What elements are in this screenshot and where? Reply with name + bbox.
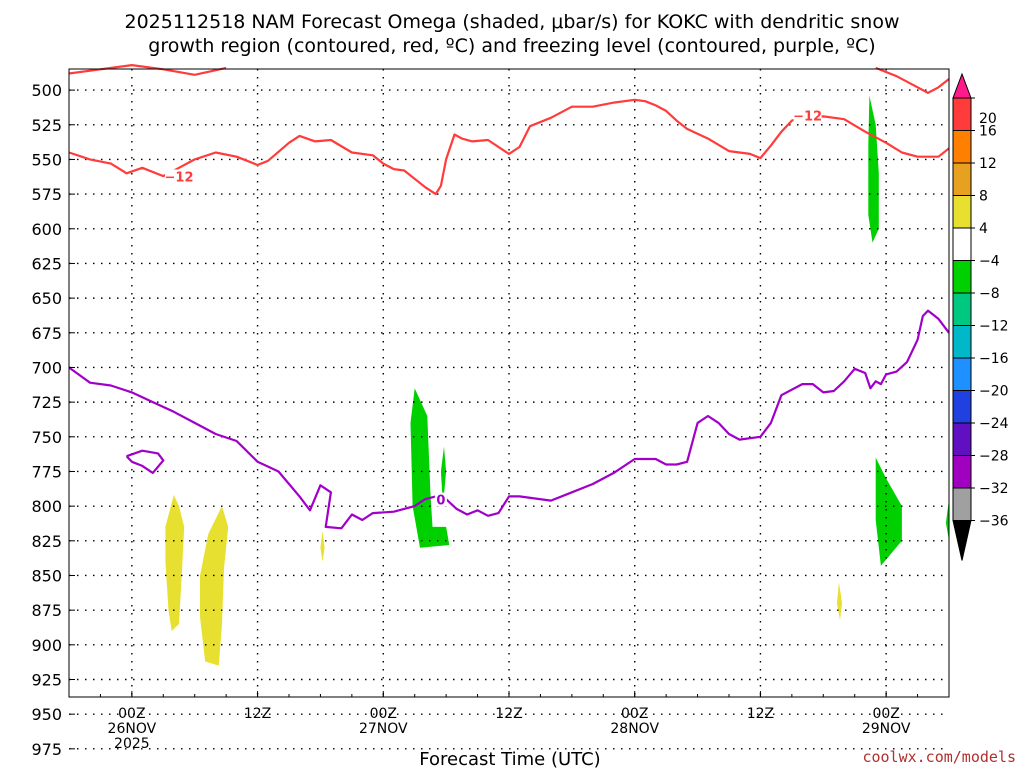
colorbar-bin-5 [952,227,972,261]
x-tick-label-6-1: 29NOV [862,721,911,737]
contour-line-2 [875,66,950,94]
colorbar-label-13: −36 [979,514,1009,530]
omega-region-4 [945,499,949,541]
colorbar-label-4: 4 [979,221,988,237]
contour-label-3: 0 [436,494,445,509]
x-tick-label-0-2: 2025 [114,736,150,752]
y-tick-label-11: 775 [31,462,62,481]
colorbar-bin-3 [952,162,972,196]
omega-region-6 [200,506,229,666]
chart-title-line1: 2025112518 NAM Forecast Omega (shaded, μ… [124,11,899,33]
omega-region-7 [320,531,325,562]
colorbar-label-12: −32 [979,481,1009,497]
colorbar-bin-8 [952,325,972,359]
omega-region-2 [440,446,447,507]
colorbar-label-10: −24 [979,416,1009,432]
omega-region-8 [836,582,843,620]
contour-line-0 [68,98,950,196]
colorbar-label-2: 12 [979,156,997,172]
contour-label-bg-1 [793,108,822,123]
contour-label-bg-0 [165,169,193,184]
y-tick-label-7: 675 [31,324,62,343]
y-tick-label-15: 875 [31,601,62,620]
colorbar-label-6: −8 [979,286,1000,302]
omega-region-5 [165,495,185,631]
y-tick-label-5: 625 [31,254,62,273]
x-axis-label: Forecast Time (UTC) [419,749,600,768]
y-tick-label-1: 525 [31,116,62,135]
y-tick-label-4: 600 [31,220,62,239]
colorbar-label-1: 16 [979,124,997,140]
x-tick-label-0-1: 26NOV [108,721,157,737]
colorbar-label-8: −16 [979,351,1009,367]
colorbar-bin-4 [952,195,972,229]
contour-layer: −12 −12 0 [68,63,950,530]
colorbar-bin-10 [952,390,972,424]
y-tick-label-0: 500 [31,81,62,100]
y-tick-label-12: 800 [31,497,62,516]
contour-label-bg-3 [434,492,447,507]
x-tick-label-4-1: 28NOV [610,721,659,737]
colorbar-bin-7 [952,292,972,326]
x-tick-label-2-0: 00Z [370,706,397,722]
contour-line-1 [68,63,227,76]
credit-text: coolwx.com/models [862,748,1016,766]
colorbar-bin-9 [952,357,972,391]
colorbar-label-5: −4 [979,254,1000,270]
colorbar-bin-11 [952,422,972,456]
colorbar-bottom-arrow [952,520,972,561]
contour-label-0: −12 [165,170,194,185]
x-tick-label-4-0: 00Z [621,706,648,722]
colorbar-top-arrow [952,72,972,99]
y-tick-label-19: 975 [31,740,62,759]
colorbar-bin-6 [952,260,972,294]
omega-region-1 [410,388,450,548]
omega-region-3 [875,457,902,566]
x-tick-label-2-1: 27NOV [359,721,408,737]
contour-line-3 [68,309,950,530]
y-tick-label-6: 650 [31,289,62,308]
colorbar-label-11: −28 [979,449,1009,465]
colorbar-bin-12 [952,455,972,489]
omega-region-0 [868,95,879,243]
y-tick-label-14: 850 [31,566,62,585]
y-tick-label-18: 950 [31,705,62,724]
y-tick-label-16: 900 [31,636,62,655]
colorbar-label-9: −20 [979,384,1009,400]
y-tick-label-3: 575 [31,185,62,204]
y-tick-label-13: 825 [31,532,62,551]
contour-label-1: −12 [793,109,822,124]
colorbar-label-7: −12 [979,319,1009,335]
omega-shading-layer [165,95,949,666]
y-tick-label-9: 725 [31,393,62,412]
y-tick-label-8: 700 [31,358,62,377]
colorbar-bin-2 [952,130,972,164]
x-tick-label-6-0: 00Z [872,706,899,722]
colorbar-label-3: 8 [979,189,988,205]
colorbar-bin-13 [952,487,972,521]
x-tick-label-5-0: 12Z [747,706,774,722]
x-tick-label-1-0: 12Z [244,706,271,722]
chart-title-line2: growth region (contoured, red, ºC) and f… [148,35,875,57]
x-tick-label-3-0: 12Z [495,706,522,722]
y-tick-label-10: 750 [31,428,62,447]
colorbar-bin-1 [952,97,972,131]
axes-layer: 500 525 550 575 600 625 650 675 700 725 750 775 800 8… [31,68,950,759]
y-tick-label-2: 550 [31,150,62,169]
x-tick-label-0-0: 00Z [118,706,145,722]
grid-layer [69,69,949,750]
y-tick-label-17: 925 [31,670,62,689]
colorbar-label-0: 20 [979,111,997,127]
contour-line-4 [125,449,165,474]
